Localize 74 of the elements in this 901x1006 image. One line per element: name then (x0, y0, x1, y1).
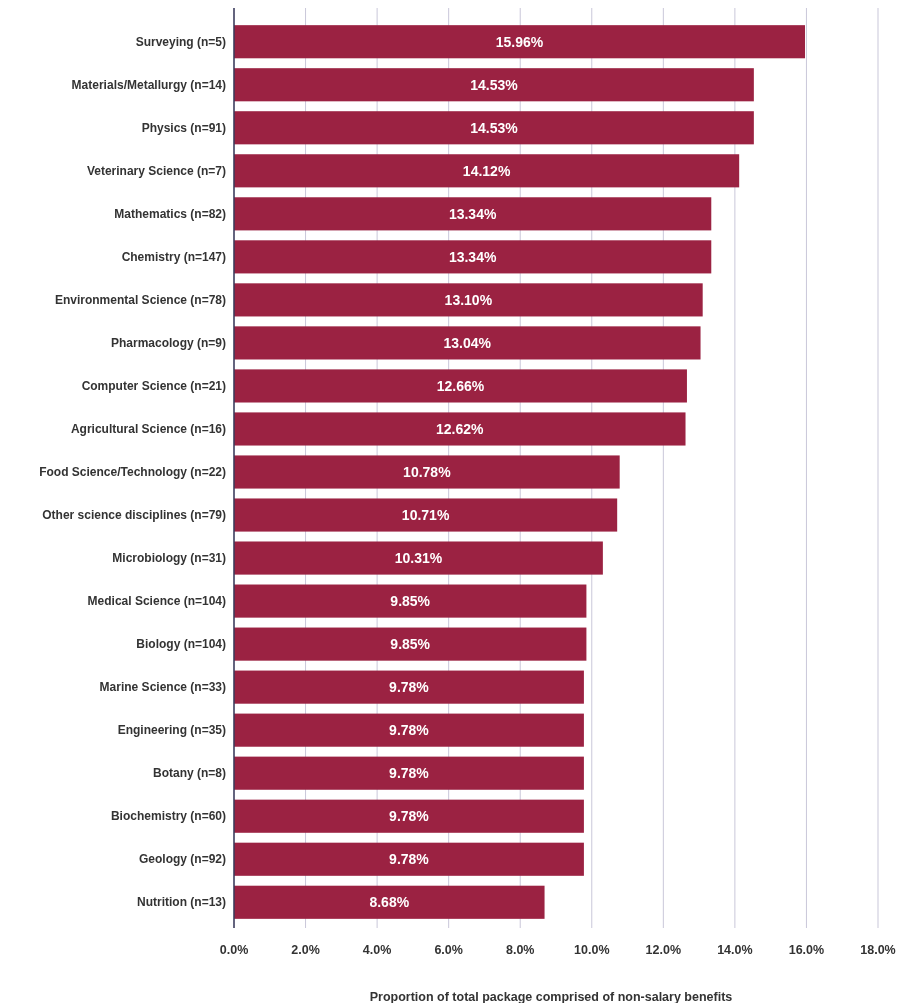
y-tick-label: Microbiology (n=31) (112, 551, 226, 566)
bar (234, 283, 703, 317)
y-tick-label: Pharmacology (n=9) (110, 336, 226, 351)
x-tick-label: 0.0% (219, 943, 249, 957)
data-label: 12.62% (436, 420, 485, 437)
bar (234, 713, 584, 747)
x-tick-label: 8.0% (505, 943, 535, 957)
data-label: 9.78% (389, 679, 430, 696)
bar (234, 412, 686, 446)
data-label: 10.78% (403, 463, 452, 480)
bar (234, 154, 740, 188)
y-tick-label: Medical Science (n=104) (87, 594, 226, 609)
y-tick-label: Agricultural Science (n=16) (70, 422, 226, 437)
data-label: 14.12% (462, 162, 511, 179)
y-tick-label: Surveying (n=5) (135, 34, 226, 49)
x-tick-label: 2.0% (291, 943, 320, 957)
data-label: 14.53% (470, 119, 519, 136)
data-label: 13.34% (448, 248, 497, 265)
y-tick-label: Biology (n=104) (136, 637, 226, 652)
data-label: 9.85% (390, 636, 431, 653)
data-label: 9.78% (389, 851, 430, 868)
bar (234, 799, 584, 833)
bar (234, 885, 545, 919)
bar (234, 111, 754, 145)
data-label: 9.85% (390, 592, 431, 609)
bar (234, 670, 584, 704)
y-tick-label: Physics (n=91) (141, 120, 226, 135)
x-tick-label: 10.0% (574, 943, 610, 957)
y-tick-label: Computer Science (n=21) (81, 379, 226, 394)
bar (234, 455, 620, 489)
data-label: 8.68% (369, 894, 410, 911)
bar (234, 842, 584, 876)
y-tick-label: Environmental Science (n=78) (54, 293, 226, 308)
bar (234, 326, 701, 360)
y-tick-label: Other science disciplines (n=79) (42, 508, 226, 523)
y-tick-label: Marine Science (n=33) (99, 680, 226, 695)
y-tick-label: Food Science/Technology (n=22) (39, 465, 226, 480)
y-tick-label: Nutrition (n=13) (137, 895, 226, 910)
x-tick-label: 16.0% (788, 943, 825, 957)
y-tick-label: Geology (n=92) (138, 852, 226, 867)
bar (234, 240, 712, 274)
y-tick-label: Botany (n=8) (152, 766, 226, 781)
bar (234, 756, 584, 790)
data-label: 12.66% (436, 377, 485, 394)
bar (234, 68, 754, 102)
bar (234, 369, 687, 403)
y-tick-label: Veterinary Science (n=7) (86, 164, 226, 179)
x-tick-label: 12.0% (645, 943, 682, 957)
y-tick-label: Engineering (n=35) (117, 723, 226, 738)
data-label: 15.96% (495, 33, 544, 50)
y-tick-label: Materials/Metallurgy (n=14) (71, 77, 226, 92)
data-label: 10.31% (394, 549, 443, 566)
bar (234, 627, 587, 661)
data-label: 9.78% (389, 808, 430, 825)
bar (234, 584, 587, 618)
x-tick-label: 14.0% (717, 943, 753, 957)
data-label: 13.04% (443, 334, 492, 351)
x-tick-label: 6.0% (434, 943, 463, 957)
data-label: 9.78% (389, 765, 430, 782)
data-label: 9.78% (389, 722, 430, 739)
x-axis-title: Proportion of total package comprised of non-salary benefits (369, 990, 733, 1004)
data-label: 10.71% (401, 506, 450, 523)
y-tick-label: Biochemistry (n=60) (110, 809, 226, 824)
data-label: 13.10% (444, 291, 493, 308)
bar (234, 25, 806, 59)
bar (234, 541, 603, 575)
bar (234, 498, 618, 532)
data-label: 13.34% (448, 205, 497, 222)
bar (234, 197, 712, 231)
y-tick-label: Mathematics (n=82) (114, 207, 226, 222)
x-tick-label: 4.0% (362, 943, 392, 957)
x-tick-label: 18.0% (860, 943, 896, 957)
y-tick-label: Chemistry (n=147) (121, 250, 226, 265)
data-label: 14.53% (470, 76, 519, 93)
